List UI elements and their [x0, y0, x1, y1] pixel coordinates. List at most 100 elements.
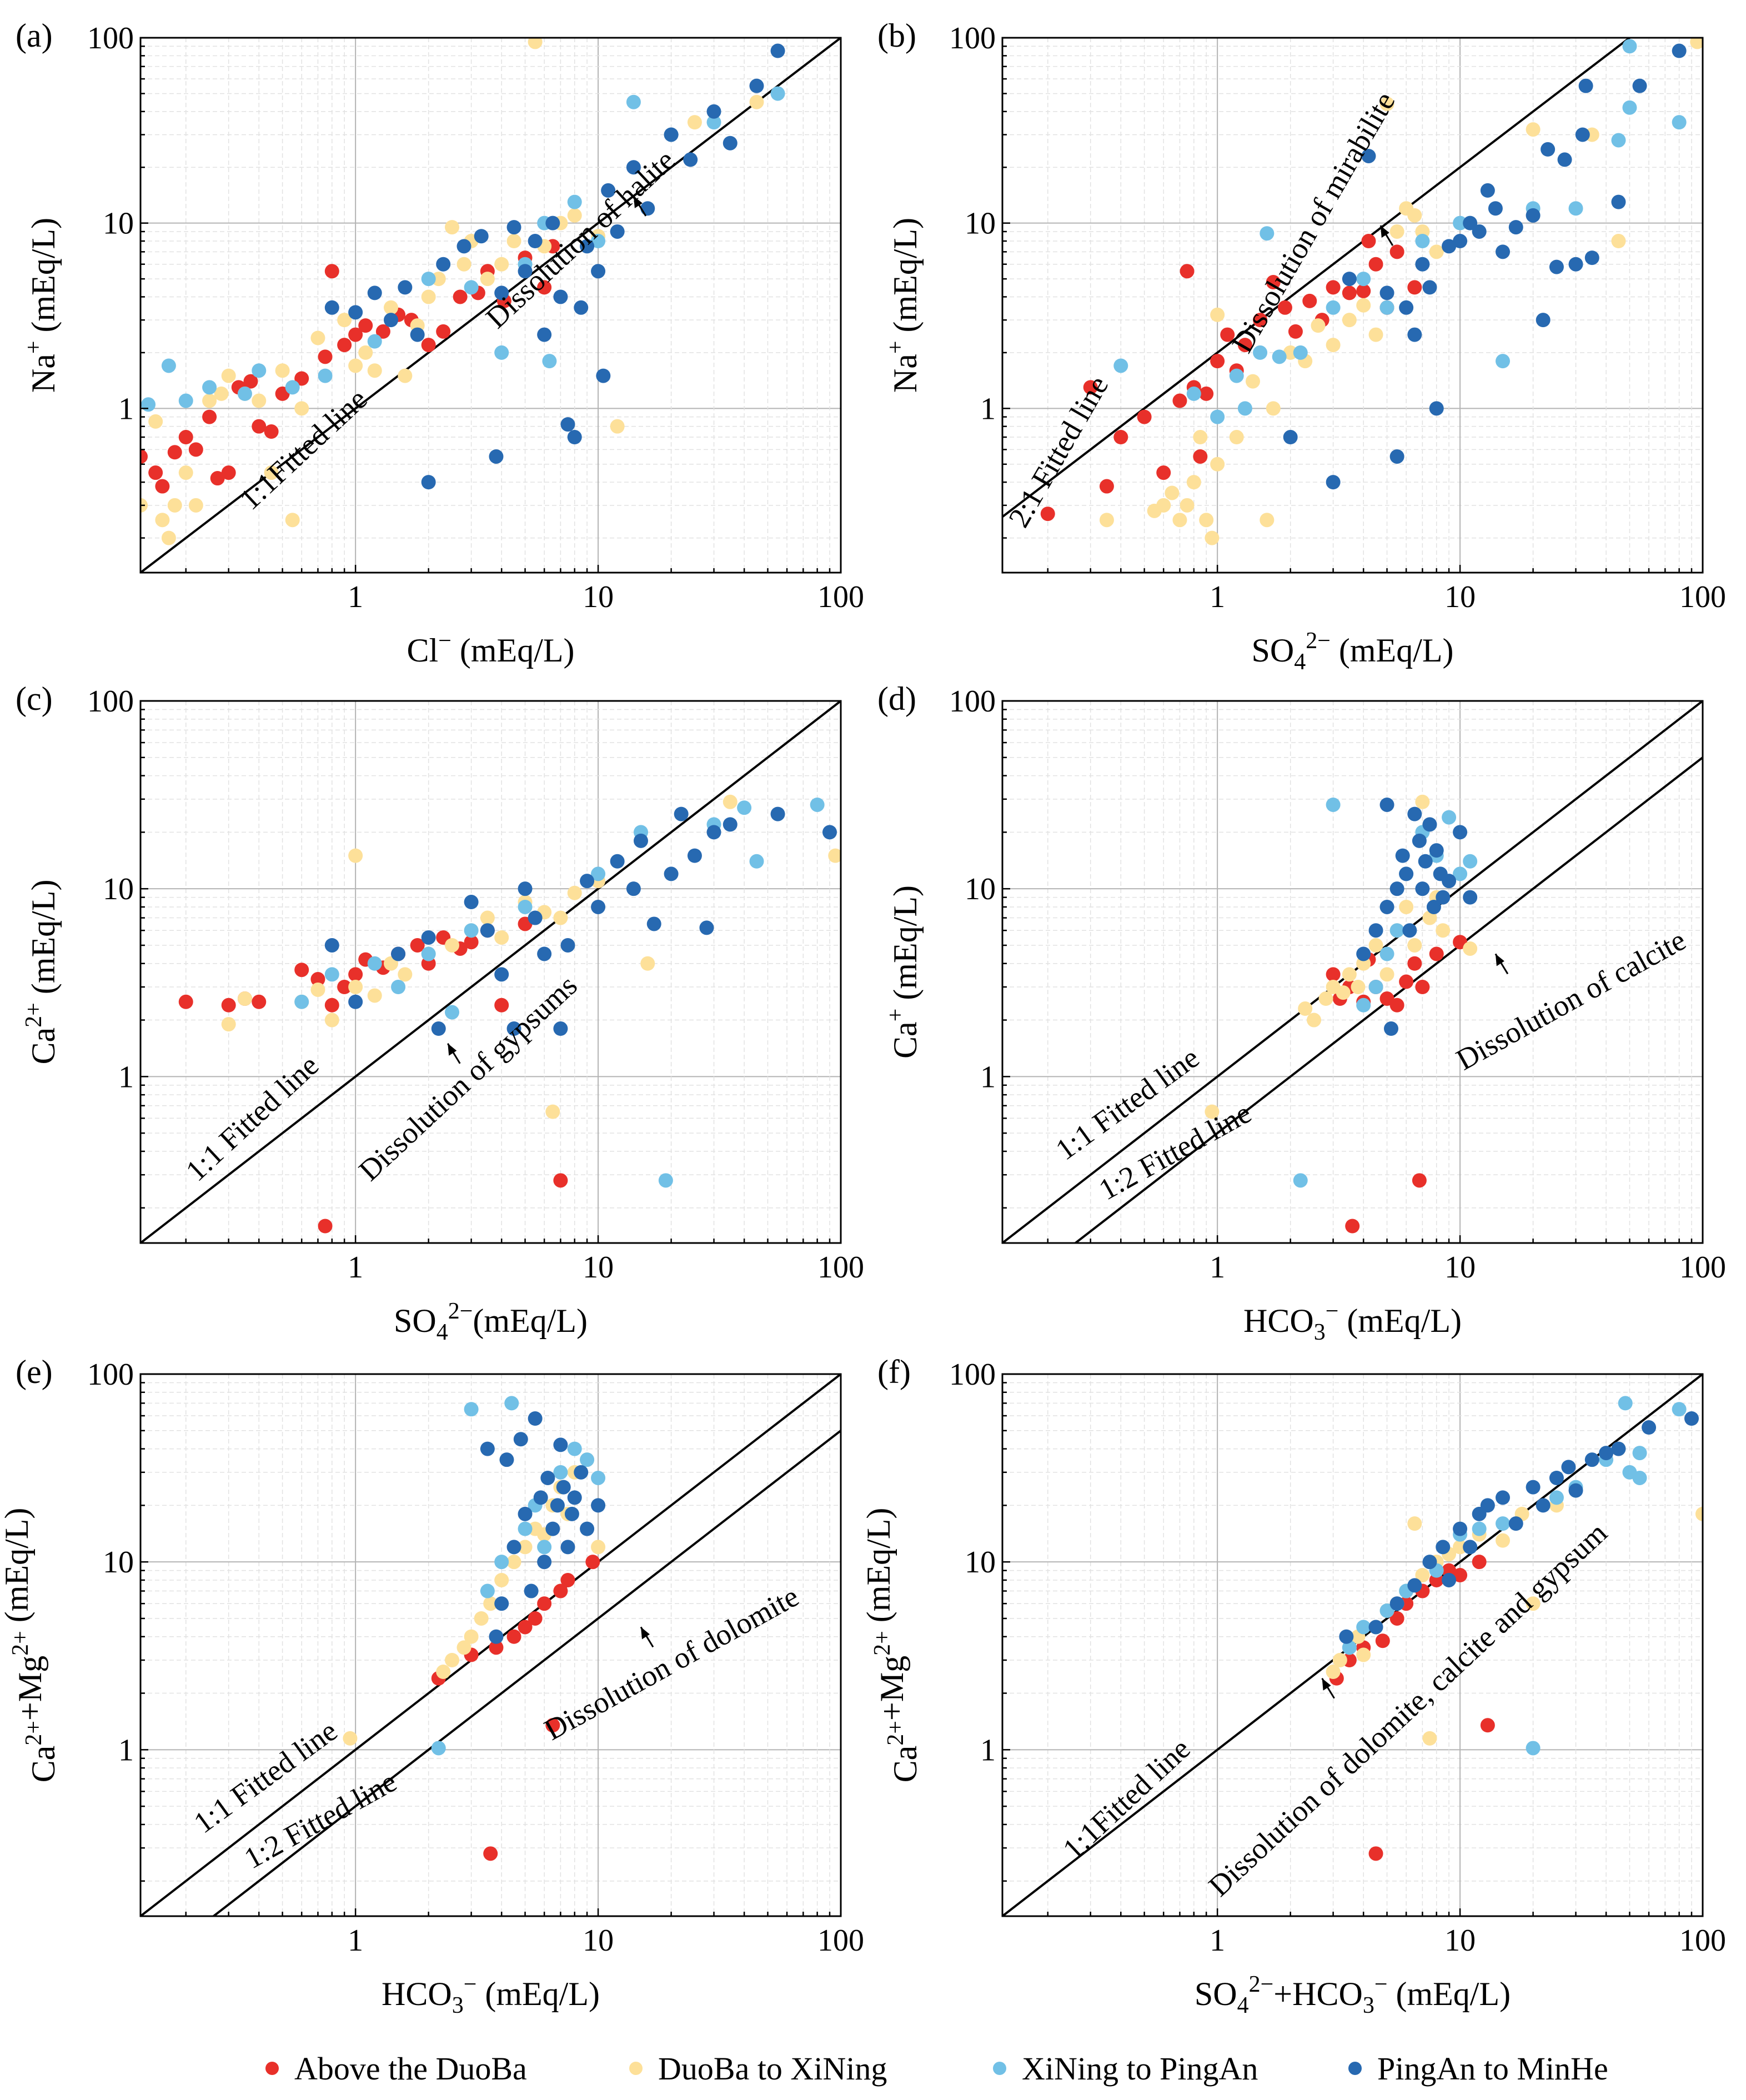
x-axis-label: SO42−(mEq/L) [394, 1299, 588, 1345]
data-point [1326, 280, 1341, 295]
data-point [1436, 1540, 1451, 1555]
annotation-arrow [640, 1626, 654, 1648]
data-point [348, 980, 363, 995]
data-point [1113, 430, 1128, 445]
fitted-line [1002, 38, 1632, 518]
data-point [664, 127, 679, 142]
data-point [553, 1465, 568, 1480]
data-point [706, 825, 721, 840]
data-point [560, 1572, 575, 1587]
data-point [318, 368, 333, 383]
annotation-text: 2:1 Fitted line [1002, 370, 1115, 533]
x-tick-label: 10 [583, 1250, 614, 1285]
data-point [324, 1013, 339, 1028]
data-point [436, 1665, 451, 1680]
data-point [545, 1718, 560, 1733]
data-point [348, 848, 363, 863]
data-point [1463, 854, 1478, 869]
data-point [1418, 854, 1433, 869]
data-point [574, 300, 589, 315]
y-tick-label: 1 [118, 392, 134, 426]
data-point [214, 386, 229, 401]
data-point [770, 43, 785, 58]
data-point [464, 280, 479, 295]
data-point [1260, 226, 1275, 241]
data-point [749, 94, 764, 109]
data-point [1541, 142, 1556, 157]
annotation-arrow [1321, 1677, 1335, 1699]
data-point [1407, 1516, 1422, 1531]
data-point [1632, 1470, 1647, 1485]
data-point [489, 449, 504, 464]
data-point [596, 368, 611, 383]
data-point [504, 1396, 519, 1411]
data-point [1260, 513, 1275, 528]
grid-f [1002, 1374, 1703, 1916]
data-point [202, 380, 217, 395]
data-point [1326, 797, 1341, 812]
data-point [383, 300, 398, 315]
data-point [464, 1629, 479, 1644]
data-point [537, 1596, 552, 1611]
data-point [1429, 843, 1444, 858]
data-point [545, 1521, 560, 1536]
data-point [1389, 1596, 1404, 1611]
legend-marker [629, 2062, 643, 2075]
data-point [494, 257, 509, 272]
x-tick-label: 10 [1444, 1250, 1476, 1285]
data-point [1379, 797, 1394, 812]
data-point [1356, 946, 1371, 961]
data-point [528, 910, 543, 925]
data-point [436, 257, 451, 272]
data-point [1368, 1846, 1383, 1861]
legend-item: DuoBa to XiNing [629, 2051, 887, 2087]
y-tick-label: 100 [87, 1357, 134, 1392]
y-tick-label: 100 [87, 684, 134, 719]
data-point [1113, 358, 1128, 373]
panel-letter: (c) [16, 680, 53, 717]
data-point [1611, 234, 1626, 249]
data-point [264, 424, 279, 439]
data-point [1399, 300, 1414, 315]
data-point [483, 1846, 498, 1861]
data-point [591, 899, 606, 914]
data-point [367, 956, 382, 971]
data-point [1099, 513, 1114, 528]
data-point [626, 94, 641, 109]
data-point [828, 848, 841, 863]
data-point [687, 115, 702, 130]
data-point [499, 1452, 514, 1467]
data-point [1599, 1446, 1614, 1461]
data-point [456, 257, 471, 272]
data-point [1288, 324, 1303, 339]
data-point [553, 1583, 568, 1598]
data-point [1480, 1498, 1495, 1513]
annotation-arrow [446, 1043, 461, 1064]
annotation-arrow [1379, 225, 1394, 246]
plot-frame [1001, 37, 1704, 574]
data-point [553, 1021, 568, 1036]
data-point [1526, 208, 1541, 223]
data-point [310, 972, 325, 987]
data-point [574, 1465, 589, 1480]
data-point [391, 980, 406, 995]
x-axis-label: SO42− (mEq/L) [1252, 628, 1454, 675]
annotation-text: Dissolution of calcite [1451, 923, 1691, 1076]
x-tick-label: 100 [1679, 1250, 1726, 1285]
y-axis-label: Ca+ (mEq/L) [883, 885, 924, 1059]
data-point [560, 938, 575, 953]
annotation-text: Dissolution of gypsums [352, 969, 583, 1187]
legend: Above the DuoBa DuoBa to XiNing XiNing to … [265, 2051, 1608, 2087]
data-point [1672, 1402, 1687, 1417]
data-point [1210, 307, 1225, 322]
data-point [553, 910, 568, 925]
data-point [494, 967, 509, 982]
data-point [464, 1402, 479, 1417]
points-c [178, 794, 841, 1234]
data-point [1422, 817, 1437, 832]
data-point [626, 160, 641, 175]
data-point [1453, 1521, 1468, 1536]
data-point [391, 946, 406, 961]
